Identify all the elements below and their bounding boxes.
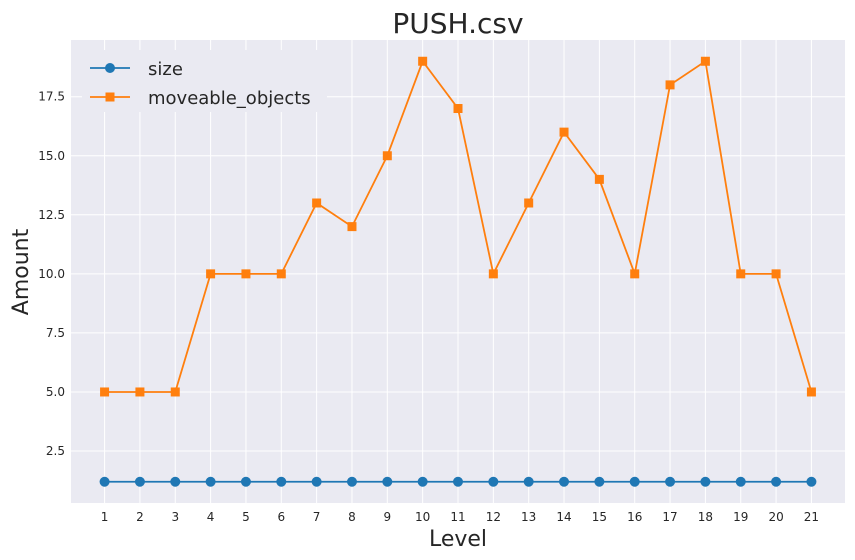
point-moveable-objects: [418, 56, 428, 66]
x-tick-label: 2: [136, 510, 144, 524]
y-tick-label: 5.0: [46, 385, 65, 399]
y-tick-label: 17.5: [38, 90, 65, 104]
x-tick-label: 9: [383, 510, 391, 524]
x-tick-label: 18: [698, 510, 713, 524]
point-size: [346, 476, 357, 487]
point-moveable-objects: [206, 269, 216, 279]
point-moveable-objects: [170, 387, 180, 397]
point-moveable-objects: [665, 80, 675, 90]
point-size: [523, 476, 534, 487]
x-tick-label: 11: [450, 510, 465, 524]
legend-label-size: size: [148, 59, 183, 80]
point-moveable-objects: [382, 151, 392, 161]
x-tick-label: 19: [733, 510, 748, 524]
legend-box: [82, 50, 327, 112]
point-size: [205, 476, 216, 487]
point-size: [488, 476, 499, 487]
point-moveable-objects: [453, 104, 463, 114]
x-tick-label: 12: [486, 510, 501, 524]
point-moveable-objects: [524, 198, 534, 208]
point-moveable-objects: [135, 387, 145, 397]
point-size: [382, 476, 393, 487]
x-tick-label: 16: [627, 510, 642, 524]
point-size: [735, 476, 746, 487]
x-tick-label: 14: [556, 510, 571, 524]
y-axis-label: Amount: [9, 228, 34, 315]
point-size: [700, 476, 711, 487]
x-tick-label: 17: [662, 510, 677, 524]
y-tick-label: 2.5: [46, 444, 65, 458]
y-tick-label: 15.0: [38, 149, 65, 163]
point-moveable-objects: [559, 127, 569, 137]
point-size: [629, 476, 640, 487]
point-moveable-objects: [700, 56, 710, 66]
x-tick-label: 20: [768, 510, 783, 524]
point-moveable-objects: [806, 387, 816, 397]
point-moveable-objects: [771, 269, 781, 279]
x-tick-label: 5: [242, 510, 250, 524]
x-tick-label: 8: [348, 510, 356, 524]
legend: size moveable_objects: [82, 50, 327, 112]
point-moveable-objects: [630, 269, 640, 279]
point-size: [240, 476, 251, 487]
x-tick-label: 3: [171, 510, 179, 524]
point-size: [559, 476, 570, 487]
x-tick-label: 13: [521, 510, 536, 524]
x-tick-label: 21: [804, 510, 819, 524]
y-tick-label: 10.0: [38, 267, 65, 281]
point-size: [806, 476, 817, 487]
point-size: [134, 476, 145, 487]
point-size: [771, 476, 782, 487]
point-moveable-objects: [241, 269, 251, 279]
point-size: [276, 476, 287, 487]
x-tick-label: 15: [592, 510, 607, 524]
point-size: [594, 476, 605, 487]
x-tick-label: 10: [415, 510, 430, 524]
x-tick-label: 6: [277, 510, 285, 524]
point-moveable-objects: [488, 269, 498, 279]
series-layer: [99, 56, 817, 487]
point-moveable-objects: [100, 387, 110, 397]
y-tick-label: 12.5: [38, 208, 65, 222]
legend-label-moveable-objects: moveable_objects: [148, 88, 311, 109]
point-size: [99, 476, 110, 487]
y-tick-label: 7.5: [46, 326, 65, 340]
x-tick-label: 7: [313, 510, 321, 524]
point-moveable-objects: [276, 269, 286, 279]
point-size: [311, 476, 322, 487]
x-tick-label: 4: [207, 510, 215, 524]
chart-title: PUSH.csv: [392, 7, 523, 40]
point-size: [453, 476, 463, 487]
legend-marker-size: [105, 63, 115, 73]
legend-marker-moveable-objects: [105, 92, 115, 102]
point-size: [417, 476, 428, 487]
x-axis-label: Level: [429, 527, 487, 552]
point-moveable-objects: [347, 222, 357, 232]
point-moveable-objects: [594, 174, 604, 184]
x-tick-label: 1: [101, 510, 109, 524]
point-size: [170, 476, 181, 487]
point-size: [665, 476, 676, 487]
point-moveable-objects: [736, 269, 746, 279]
tick-labels: 1 2 3 4 5 6 7 8 9 10 11 12 13 14 15 16 17 18 19 20 212.55.07…: [38, 90, 819, 524]
point-moveable-objects: [312, 198, 322, 208]
